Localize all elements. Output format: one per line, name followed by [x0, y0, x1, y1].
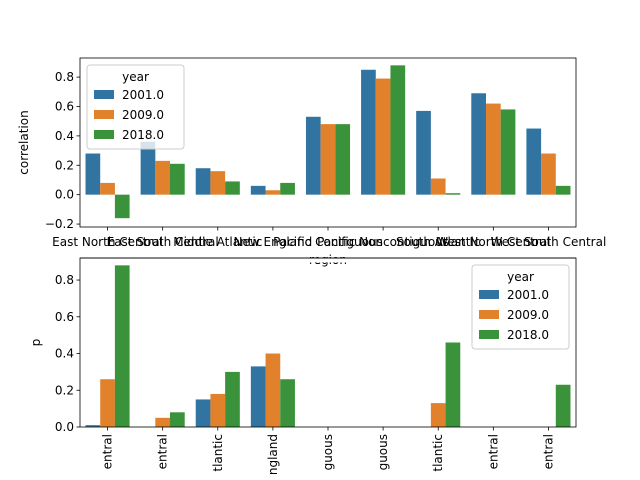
bar-2009.0-4 — [265, 190, 281, 195]
bar-2018.0-5 — [335, 124, 351, 195]
legend-box — [471, 264, 570, 350]
legend-label: 2009.0 — [507, 308, 549, 322]
x-tick-label: Pacific Contiguous — [273, 235, 383, 249]
y-tick-label: 0.0 — [55, 188, 74, 202]
legend-swatch-2018.0 — [479, 330, 499, 339]
y-tick-label: 0.2 — [55, 158, 74, 172]
legend-label: 2009.0 — [122, 108, 164, 122]
bar-2018.0-9 — [555, 384, 571, 427]
bar-2001.0-8 — [471, 93, 486, 195]
bar-2018.0-4 — [280, 379, 295, 427]
y-tick-label: 0.8 — [55, 273, 74, 287]
bar-2018.0-7 — [445, 193, 461, 195]
y-tick-label: −0.2 — [45, 217, 74, 231]
bar-2009.0-8 — [485, 103, 501, 195]
bar-2018.0-6 — [390, 65, 406, 195]
x-tick-label: guous — [376, 434, 390, 470]
bar-2009.0-6 — [375, 78, 391, 195]
bar-2001.0-4 — [250, 185, 266, 195]
x-tick-label: East North Central — [52, 235, 163, 249]
x-tick-label: ngland — [266, 434, 280, 475]
x-tick-label: entral — [101, 434, 115, 469]
bar-2018.0-7 — [445, 342, 461, 427]
legend: year 2001.0 2009.0 2018.0 — [471, 264, 570, 350]
y-axis-label: p — [29, 339, 43, 347]
y-tick-label: 0.4 — [55, 129, 74, 143]
y-tick-label: 0.4 — [55, 347, 74, 361]
axes-background — [80, 258, 576, 263]
bar-2001.0-1 — [85, 153, 101, 195]
legend-label: 2001.0 — [507, 288, 549, 302]
x-tick-label: tlantic — [431, 434, 445, 472]
chart-1: −0.2 0.0 0.2 0.4 0.6 0.8 correlation East North… — [17, 57, 607, 267]
bar-2009.0-4 — [265, 353, 281, 427]
legend-label: 2018.0 — [122, 128, 164, 142]
legend-swatch-2001.0 — [479, 290, 499, 299]
x-tick-label: entral — [486, 434, 500, 469]
y-tick-label: 0.6 — [55, 99, 74, 113]
x-tick-label: entral — [541, 434, 555, 469]
x-tick-label: New England — [234, 235, 313, 249]
bar-2009.0-2 — [155, 417, 171, 427]
bar-2001.0-3 — [195, 399, 211, 427]
y-tick-label: 0.8 — [55, 70, 74, 84]
bar-2009.0-5 — [320, 124, 336, 195]
x-tick-label: South Atlantic — [396, 235, 480, 249]
bar-2009.0-7 — [430, 403, 446, 427]
x-tick-label: Pacific Noncontiguous — [317, 235, 449, 249]
chart-2: 0.0 0.2 0.4 0.6 0.8 p entral entral tlantic nglan… — [29, 257, 577, 475]
legend-label: 2018.0 — [507, 328, 549, 342]
bar-2001.0-9 — [526, 128, 542, 195]
bar-2009.0-7 — [430, 178, 446, 195]
bar-2001.0-1 — [85, 425, 101, 427]
x-tick-label: tlantic — [211, 434, 225, 472]
bar-2018.0-2 — [170, 163, 185, 195]
bar-2001.0-3 — [195, 168, 211, 195]
bar-2018.0-8 — [500, 109, 516, 195]
y-tick-label: 0.2 — [55, 383, 74, 397]
legend: year 2001.0 2009.0 2018.0 — [86, 64, 185, 150]
legend-swatch-2001.0 — [94, 90, 114, 99]
bar-2018.0-2 — [170, 412, 185, 427]
bar-2001.0-2 — [140, 141, 156, 195]
legend-swatch-2018.0 — [94, 130, 114, 139]
bar-2001.0-4 — [250, 366, 266, 427]
x-tick-label: Middle Atlantic — [173, 235, 262, 249]
bar-2018.0-3 — [225, 181, 240, 195]
bar-2018.0-3 — [225, 371, 240, 427]
legend-title: year — [507, 270, 534, 284]
bar-2009.0-9 — [541, 153, 556, 195]
x-tick-label: East South Central — [107, 235, 219, 249]
y-axis-label: correlation — [17, 110, 31, 174]
bar-2018.0-4 — [280, 182, 295, 195]
legend-box — [86, 64, 185, 150]
x-tick-label: West South Central — [491, 235, 607, 249]
bar-2001.0-7 — [416, 110, 431, 195]
bar-2018.0-1 — [114, 194, 130, 219]
bar-2009.0-1 — [100, 182, 115, 195]
legend-swatch-2009.0 — [94, 110, 114, 119]
bar-2001.0-6 — [361, 69, 376, 195]
y-tick-label: 0.0 — [55, 420, 74, 434]
legend-swatch-2009.0 — [479, 310, 499, 319]
y-tick-label: 0.6 — [55, 310, 74, 324]
legend-label: 2001.0 — [122, 88, 164, 102]
bar-2001.0-5 — [305, 116, 321, 195]
x-tick-label: West North Central — [436, 235, 550, 249]
bar-2018.0-9 — [555, 185, 571, 195]
bar-2009.0-1 — [100, 379, 115, 427]
bar-2009.0-3 — [210, 171, 226, 195]
bar-2009.0-2 — [155, 160, 171, 195]
legend-title: year — [122, 70, 149, 84]
bar-2018.0-1 — [114, 265, 130, 427]
x-tick-label: guous — [321, 434, 335, 470]
bar-2009.0-3 — [210, 393, 226, 427]
x-tick-label: entral — [156, 434, 170, 469]
